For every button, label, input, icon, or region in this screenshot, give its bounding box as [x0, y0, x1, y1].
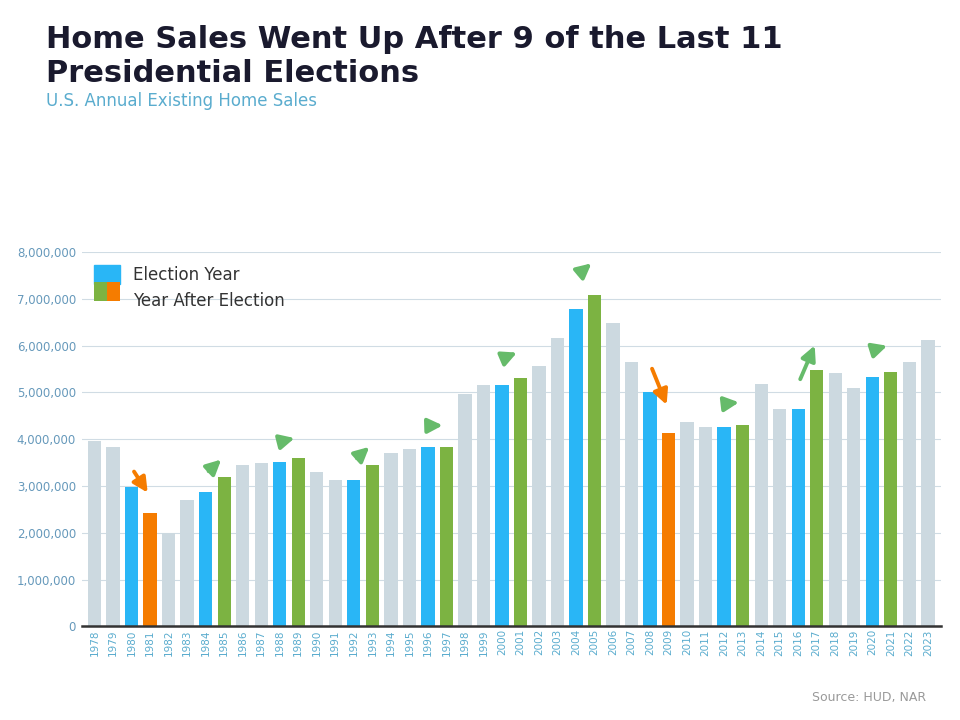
Bar [402, 449, 416, 626]
Bar [922, 340, 934, 626]
Bar [643, 392, 657, 626]
Bar [699, 427, 712, 626]
Text: Presidential Elections: Presidential Elections [46, 59, 420, 88]
Bar [254, 463, 268, 626]
Text: U.S. Annual Existing Home Sales: U.S. Annual Existing Home Sales [46, 92, 317, 110]
Bar [180, 500, 194, 626]
Bar [607, 323, 620, 626]
Bar [884, 372, 898, 626]
Bar [532, 366, 545, 626]
Bar [773, 409, 786, 626]
Bar [421, 447, 435, 626]
Text: Source: HUD, NAR: Source: HUD, NAR [812, 691, 926, 704]
Bar [625, 362, 638, 626]
Bar [736, 425, 750, 626]
Bar [866, 377, 879, 626]
Bar [143, 513, 156, 626]
Bar [292, 458, 305, 626]
Bar [348, 480, 360, 626]
Bar [273, 462, 286, 626]
Bar [125, 487, 138, 626]
Bar [792, 409, 804, 626]
Bar [477, 385, 491, 626]
Bar [199, 492, 212, 626]
Bar [902, 362, 916, 626]
Bar [681, 423, 694, 626]
Bar [88, 441, 101, 626]
Bar [588, 295, 601, 626]
Bar [440, 446, 453, 626]
Bar [366, 465, 379, 626]
Bar [551, 338, 564, 626]
Bar [458, 394, 471, 626]
Bar [310, 472, 324, 626]
Bar [828, 373, 842, 626]
Bar [847, 387, 860, 626]
Bar [384, 453, 397, 626]
Text: Home Sales Went Up After 9 of the Last 11: Home Sales Went Up After 9 of the Last 1… [46, 25, 782, 54]
Bar [755, 384, 768, 626]
Bar [236, 465, 250, 626]
Bar [495, 385, 509, 626]
Bar [717, 427, 731, 626]
Bar [810, 370, 824, 626]
Bar [328, 480, 342, 626]
Bar [662, 433, 675, 626]
Bar [218, 477, 230, 626]
Legend: Election Year, Year After Election: Election Year, Year After Election [89, 260, 289, 315]
Bar [107, 447, 120, 626]
Bar [514, 379, 527, 626]
Bar [569, 309, 583, 626]
Bar [162, 534, 176, 626]
